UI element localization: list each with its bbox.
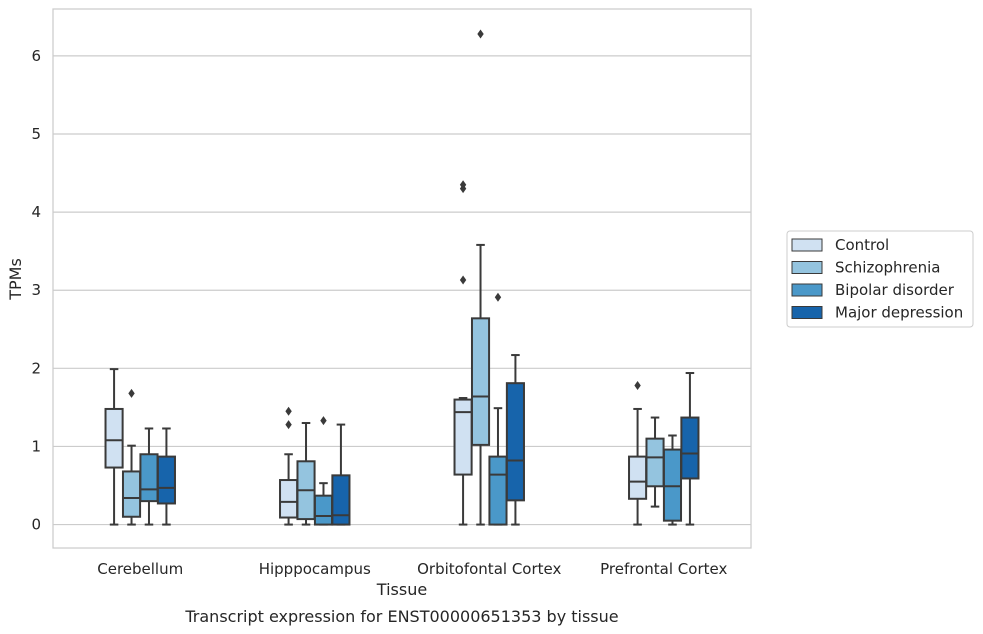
box: [662, 434, 683, 526]
iqr-box: [662, 448, 683, 522]
legend: Control Schizophrenia Bipolar disorder Majo…: [786, 230, 974, 328]
outlier-point: [477, 29, 484, 39]
box: [296, 422, 316, 526]
iqr-box: [139, 453, 159, 503]
y-tick-labels: 0 1 2 3 4 5 6: [31, 47, 41, 534]
outlier-point: [320, 416, 327, 426]
x-tick-label: Cerebellum: [97, 560, 183, 578]
outlier-point: [459, 275, 467, 285]
iqr-box: [628, 455, 648, 500]
box-series-layer: [104, 29, 700, 526]
box: [156, 427, 176, 526]
outlier-point: [634, 381, 641, 391]
iqr-box: [453, 398, 473, 476]
box: [279, 406, 299, 526]
y-tick-label: 1: [31, 437, 41, 455]
series-major-depression: [156, 354, 700, 526]
box: [505, 354, 525, 526]
iqr-box: [279, 479, 299, 519]
series-control: [104, 180, 648, 526]
chart-caption: Transcript expression for ENST0000065135…: [184, 607, 618, 626]
box: [470, 29, 491, 526]
iqr-box: [488, 455, 508, 526]
iqr-box: [505, 382, 525, 502]
y-tick-label: 2: [31, 359, 41, 377]
legend-swatch: [791, 283, 823, 297]
series-schizophrenia: [121, 29, 665, 526]
legend-label: Bipolar disorder: [835, 281, 955, 299]
y-tick-label: 5: [31, 125, 41, 143]
x-tick-label: Hipppocampus: [259, 560, 371, 578]
series-bipolar-disorder: [139, 292, 683, 526]
plot-frame: [52, 8, 752, 549]
iqr-box: [470, 317, 491, 446]
iqr-box: [156, 455, 176, 505]
box: [488, 292, 508, 526]
legend-frame: [786, 230, 974, 328]
box: [453, 180, 473, 526]
iqr-box: [645, 437, 665, 488]
x-tick-label: Prefrontal Cortex: [600, 560, 727, 578]
iqr-box: [121, 470, 142, 518]
legend-label: Control: [835, 236, 889, 254]
x-tick-label: Orbitofontal Cortex: [417, 560, 561, 578]
iqr-box: [331, 474, 351, 526]
box: [680, 372, 700, 526]
y-axis-title: TPMs: [6, 258, 25, 301]
iqr-box: [680, 416, 700, 480]
outlier-point: [459, 180, 467, 190]
outlier-point: [128, 388, 135, 398]
outlier-point: [285, 420, 292, 430]
legend-swatch: [791, 306, 823, 319]
y-tick-label: 4: [31, 203, 41, 221]
legend-swatch: [791, 238, 823, 252]
outlier-point: [494, 292, 502, 302]
legend-label: Major depression: [835, 304, 963, 322]
outlier-point: [285, 406, 292, 416]
box: [331, 423, 351, 526]
iqr-box: [104, 407, 124, 469]
box: [628, 381, 648, 526]
legend-swatch: [791, 261, 823, 274]
x-tick-labels: Cerebellum Hipppocampus Orbitofontal Corte…: [97, 560, 727, 578]
y-tick-label: 0: [31, 516, 41, 534]
x-axis-title: Tissue: [376, 580, 427, 599]
box: [104, 368, 124, 526]
legend-label: Schizophrenia: [835, 259, 940, 277]
y-tick-label: 6: [31, 47, 41, 65]
y-tick-label: 3: [31, 281, 41, 299]
iqr-box: [313, 494, 334, 526]
box: [645, 416, 665, 508]
